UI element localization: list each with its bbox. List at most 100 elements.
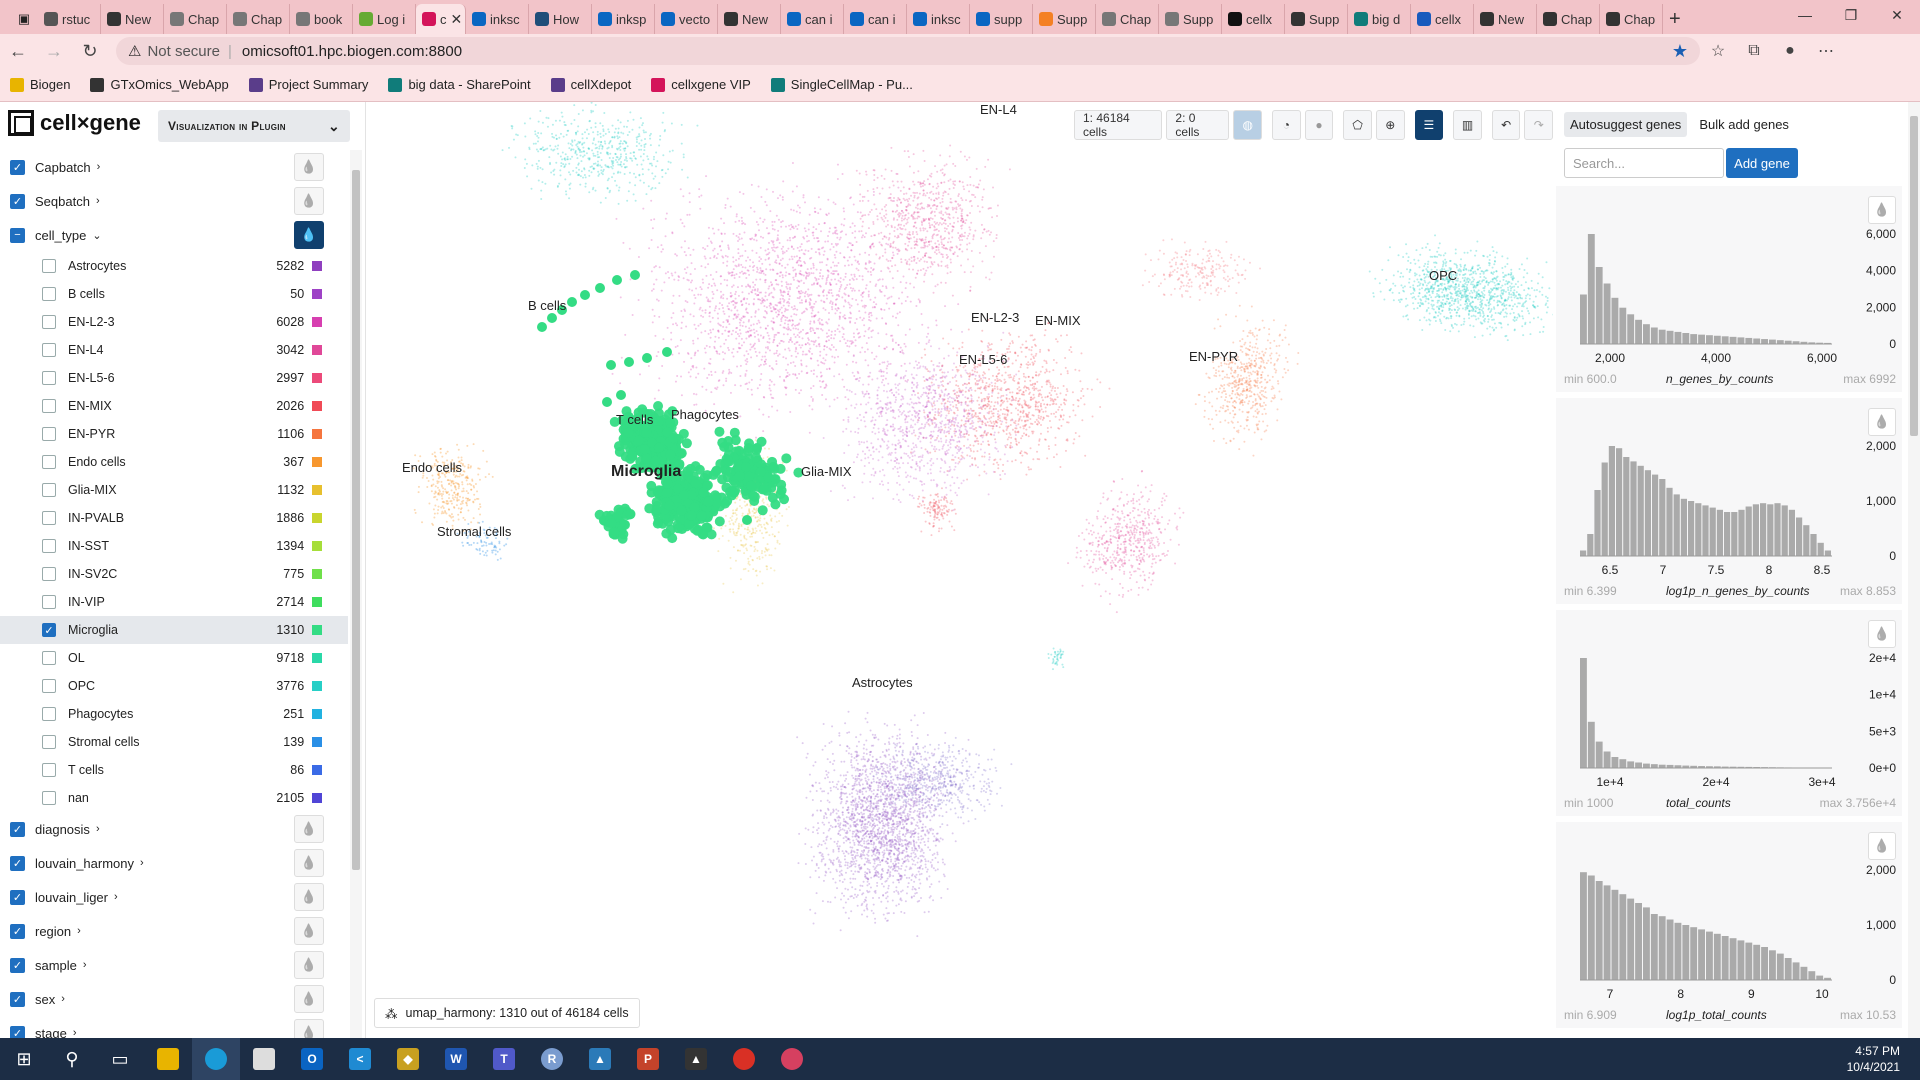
category-value-row[interactable]: ✓ Stromal cells 139	[0, 728, 348, 756]
value-checkbox[interactable]: ✓	[42, 399, 56, 413]
category-checkbox[interactable]: ✓	[10, 957, 25, 973]
category-row[interactable]: ✓ diagnosis › 💧	[0, 812, 348, 846]
bookmark-item[interactable]: cellXdepot	[550, 77, 631, 92]
more-menu-icon[interactable]: ⋯	[1818, 43, 1834, 60]
color-by-drop-icon[interactable]: 💧	[294, 883, 324, 911]
browser-tab[interactable]: Supp	[1285, 4, 1348, 34]
browser-tab[interactable]: big d	[1348, 4, 1411, 34]
category-value-row[interactable]: ✓ IN-SV2C 775	[0, 560, 348, 588]
category-checkbox[interactable]: ✓	[10, 1025, 25, 1038]
value-checkbox[interactable]: ✓	[42, 707, 56, 721]
chevron-icon[interactable]: ›	[61, 993, 65, 1005]
category-checkbox[interactable]: ✓	[10, 923, 25, 939]
browser-tab[interactable]: inksp	[592, 4, 655, 34]
bookmark-item[interactable]: big data - SharePoint	[388, 77, 531, 92]
category-checkbox[interactable]: ✓	[10, 889, 25, 905]
browser-tab[interactable]: Chap	[164, 4, 227, 34]
close-window-icon[interactable]: ✕	[1891, 6, 1903, 23]
bookmark-item[interactable]: Project Summary	[248, 77, 368, 92]
chevron-icon[interactable]: ›	[95, 195, 100, 207]
forward-icon[interactable]: →	[45, 40, 63, 61]
category-value-row[interactable]: ✓ IN-VIP 2714	[0, 588, 348, 616]
value-checkbox[interactable]: ✓	[42, 623, 56, 637]
category-value-row[interactable]: ✓ T cells 86	[0, 756, 348, 784]
color-by-drop-icon[interactable]: 💧	[294, 221, 324, 249]
color-by-drop-icon[interactable]: 💧	[294, 951, 324, 979]
category-checkbox[interactable]: ✓	[10, 821, 25, 837]
value-checkbox[interactable]: ✓	[42, 679, 56, 693]
browser-tab[interactable]: Log i	[353, 4, 416, 34]
browser-tab[interactable]: Supp	[1159, 4, 1222, 34]
browser-tab[interactable]: can i	[844, 4, 907, 34]
color-by-drop-icon[interactable]: 💧	[294, 187, 324, 215]
browser-tab[interactable]: c ✕	[416, 4, 466, 34]
browser-tab[interactable]: inksc	[907, 4, 970, 34]
color-by-drop-icon[interactable]: 💧	[294, 153, 324, 181]
value-checkbox[interactable]: ✓	[42, 259, 56, 273]
category-row[interactable]: ✓ louvain_liger › 💧	[0, 880, 348, 914]
category-row[interactable]: ✓ louvain_harmony › 💧	[0, 846, 348, 880]
value-checkbox[interactable]: ✓	[42, 651, 56, 665]
category-value-row[interactable]: ✓ Astrocytes 5282	[0, 252, 348, 280]
value-checkbox[interactable]: ✓	[42, 735, 56, 749]
chevron-icon[interactable]: ›	[95, 823, 100, 835]
category-value-row[interactable]: ✓ OPC 3776	[0, 672, 348, 700]
tab-close-icon[interactable]: ✕	[450, 10, 463, 27]
chevron-icon[interactable]: ›	[96, 161, 101, 173]
browser-tab[interactable]: New	[718, 4, 781, 34]
category-value-row[interactable]: ✓ EN-L2-3 6028	[0, 308, 348, 336]
bookmark-item[interactable]: cellxgene VIP	[651, 77, 751, 92]
chevron-icon[interactable]: ⌄	[92, 229, 102, 242]
category-value-row[interactable]: ✓ Glia-MIX 1132	[0, 476, 348, 504]
browser-tab[interactable]: rstuc	[38, 4, 101, 34]
browser-tab[interactable]: Chap	[1537, 4, 1600, 34]
category-value-row[interactable]: ✓ Phagocytes 251	[0, 700, 348, 728]
browser-tab[interactable]: Supp	[1033, 4, 1096, 34]
browser-tab[interactable]: Chap	[1600, 4, 1663, 34]
browser-tab[interactable]: Chap	[227, 4, 290, 34]
value-checkbox[interactable]: ✓	[42, 791, 56, 805]
category-value-row[interactable]: ✓ EN-MIX 2026	[0, 392, 348, 420]
browser-tab[interactable]: cellx	[1411, 4, 1474, 34]
browser-tab[interactable]: book	[290, 4, 353, 34]
value-checkbox[interactable]: ✓	[42, 287, 56, 301]
category-checkbox[interactable]: ✓	[10, 855, 25, 871]
chevron-icon[interactable]: ›	[82, 959, 87, 971]
browser-tab[interactable]: inksc	[466, 4, 529, 34]
bookmark-item[interactable]: SingleCellMap - Pu...	[770, 77, 913, 92]
maximize-icon[interactable]: ❐	[1844, 6, 1858, 23]
browser-tab[interactable]: New	[101, 4, 164, 34]
category-value-row[interactable]: ✓ OL 9718	[0, 644, 348, 672]
reload-icon[interactable]: ↻	[82, 40, 98, 61]
category-scrollbar[interactable]	[350, 150, 362, 1038]
color-by-drop-icon[interactable]: 💧	[294, 849, 324, 877]
chevron-icon[interactable]: ›	[77, 925, 81, 937]
value-checkbox[interactable]: ✓	[42, 763, 56, 777]
browser-tab[interactable]: supp	[970, 4, 1033, 34]
tab-search-button[interactable]: ▣	[17, 11, 31, 26]
bookmark-item[interactable]: Biogen	[10, 77, 70, 92]
value-checkbox[interactable]: ✓	[42, 371, 56, 385]
value-checkbox[interactable]: ✓	[42, 567, 56, 581]
value-checkbox[interactable]: ✓	[42, 315, 56, 329]
category-row[interactable]: ✓ region › 💧	[0, 914, 348, 948]
category-row[interactable]: − cell_type ⌄ 💧	[0, 218, 348, 252]
favorites-icon[interactable]: ☆	[1710, 43, 1726, 60]
chevron-icon[interactable]: ›	[114, 891, 118, 903]
category-checkbox[interactable]: ✓	[10, 193, 25, 209]
category-value-row[interactable]: ✓ EN-L4 3042	[0, 336, 348, 364]
chevron-icon[interactable]: ›	[72, 1027, 77, 1038]
category-value-row[interactable]: ✓ Microglia 1310	[0, 616, 348, 644]
collections-icon[interactable]: ⧉	[1748, 42, 1760, 59]
new-tab-icon[interactable]: +	[1669, 7, 1681, 30]
category-checkbox[interactable]: ✓	[10, 991, 25, 1007]
back-icon[interactable]: ←	[9, 40, 27, 61]
embedding-scatterplot[interactable]: EN-L4 B cells OPC EN-L2-3 EN-MIX EN-L5-6 EN-PY…	[367, 102, 1553, 1038]
category-value-row[interactable]: ✓ IN-SST 1394	[0, 532, 348, 560]
value-checkbox[interactable]: ✓	[42, 343, 56, 357]
category-row[interactable]: ✓ stage › 💧	[0, 1016, 348, 1038]
category-checkbox[interactable]: −	[10, 227, 25, 243]
category-row[interactable]: ✓ Capbatch › 💧	[0, 150, 348, 184]
value-checkbox[interactable]: ✓	[42, 595, 56, 609]
value-checkbox[interactable]: ✓	[42, 483, 56, 497]
